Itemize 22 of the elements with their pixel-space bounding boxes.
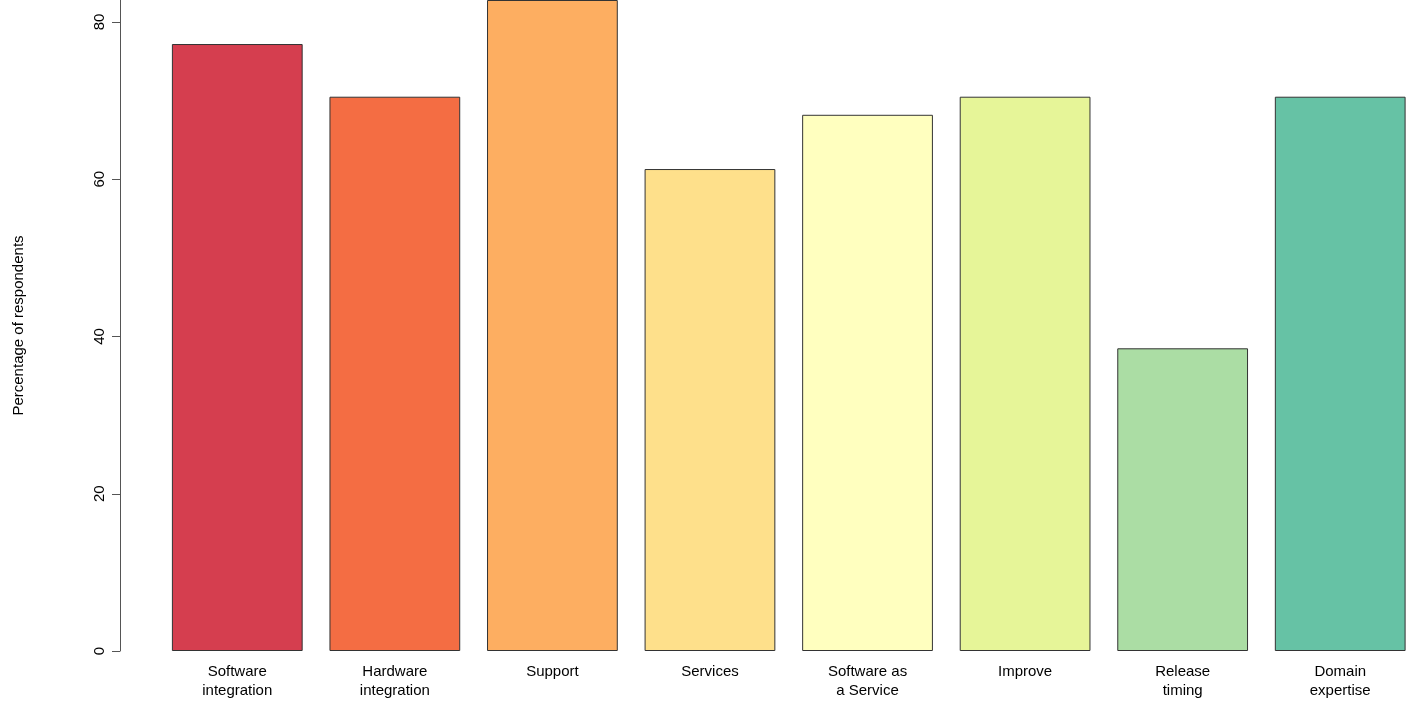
y-tick-label: 20 xyxy=(90,485,107,503)
bar xyxy=(644,169,776,651)
x-tick-label: Improve xyxy=(998,662,1053,679)
x-tick-label: Software as a Service xyxy=(827,662,908,698)
bar xyxy=(1117,348,1249,651)
bar xyxy=(487,0,618,651)
bar xyxy=(802,114,933,651)
bar xyxy=(959,96,1091,651)
x-tick-label: Support xyxy=(526,662,580,679)
bar xyxy=(171,44,303,651)
y-axis-title: Percentage of respondents xyxy=(9,235,26,416)
x-tick-label: Hardware integration xyxy=(359,662,430,698)
y-tick-label: 80 xyxy=(90,13,107,31)
y-tick-label: 40 xyxy=(90,328,107,345)
bar xyxy=(1274,96,1406,651)
x-tick-label: Services xyxy=(681,662,739,679)
y-tick-label: 0 xyxy=(90,646,107,656)
bar xyxy=(329,96,461,651)
x-tick-label: Domain expertise xyxy=(1309,662,1371,698)
x-tick-label: Software integration xyxy=(202,662,273,698)
x-tick-label: Release timing xyxy=(1155,662,1211,698)
y-tick-label: 60 xyxy=(90,170,107,188)
